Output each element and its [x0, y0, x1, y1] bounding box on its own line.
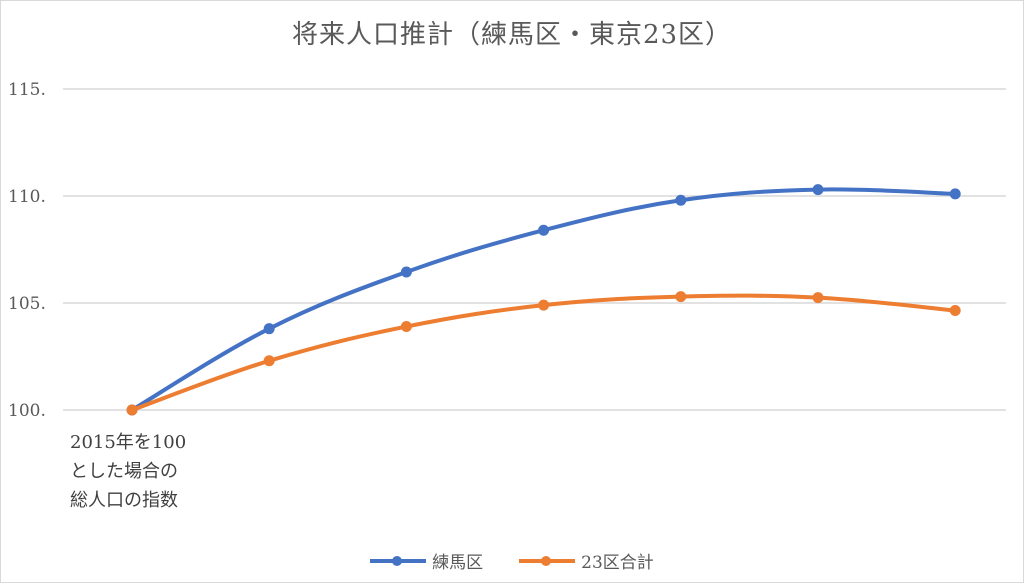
chart-title: 将来人口推計（練馬区・東京23区） — [291, 20, 733, 50]
note-line-2: とした場合の — [70, 461, 178, 482]
data-point-series-2 — [126, 404, 138, 416]
data-point-series-2 — [263, 355, 275, 367]
legend-swatch-series-2 — [519, 555, 576, 566]
legend-swatch-series-1 — [370, 555, 427, 566]
y-tick-label: 105. — [8, 294, 46, 314]
data-point-series-1 — [538, 224, 550, 236]
data-point-series-1 — [675, 194, 687, 206]
legend-item-series-1: 練馬区 — [370, 548, 483, 573]
note-line-1: 2015年を100 — [70, 432, 187, 453]
data-point-series-1 — [812, 184, 824, 196]
y-tick-label: 110. — [8, 187, 46, 207]
legend: 練馬区 23区合計 — [0, 548, 1024, 573]
y-tick-label: 100. — [8, 401, 46, 421]
y-tick-label: 115. — [8, 80, 46, 100]
series-line-2 — [130, 293, 958, 412]
data-point-series-2 — [812, 292, 824, 304]
data-point-series-2 — [400, 321, 412, 333]
data-point-series-2 — [949, 304, 961, 316]
data-point-series-1 — [263, 323, 275, 335]
data-point-series-2 — [675, 291, 687, 303]
data-point-series-1 — [400, 266, 412, 278]
legend-label-series-1: 練馬区 — [432, 553, 484, 573]
data-point-series-2 — [538, 299, 550, 311]
note-line-3: 総人口の指数 — [70, 490, 178, 511]
legend-item-series-2: 23区合計 — [519, 548, 654, 573]
data-point-series-1 — [949, 188, 961, 200]
legend-label-series-2: 23区合計 — [581, 553, 654, 573]
index-note: 2015年を100 とした場合の 総人口の指数 — [70, 428, 186, 515]
